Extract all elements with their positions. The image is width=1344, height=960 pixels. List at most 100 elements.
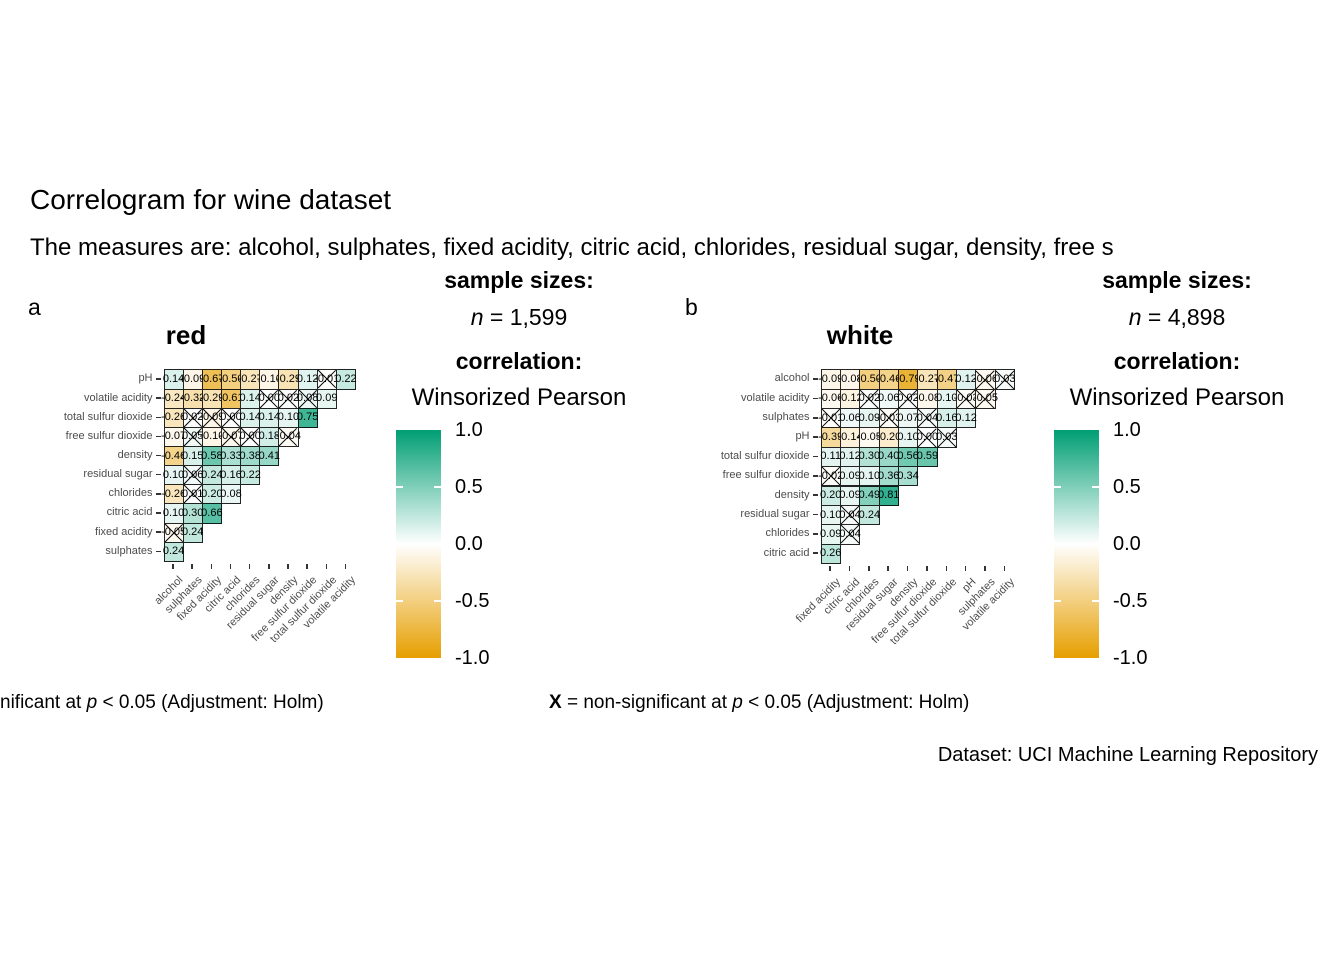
colorbar-tick-label: 0.0 [1113, 533, 1141, 555]
corr-value: 0.58 [201, 449, 223, 462]
legend-left-method: Winsorized Pearson [411, 384, 627, 411]
corr-value: 0.24 [201, 468, 223, 481]
panel-white-title: white [826, 320, 894, 350]
x-axis-tick [344, 563, 347, 569]
corr-value: 0.12 [296, 372, 319, 385]
right-colorbar [1054, 430, 1099, 658]
colorbar-tick-label: 0.0 [455, 533, 483, 555]
corr-value: 0.81 [878, 489, 900, 502]
colorbar-notch [434, 486, 441, 488]
corr-value: 0.34 [897, 469, 919, 482]
corr-value: -0.09 [199, 411, 225, 424]
y-axis-label: sulphates [105, 544, 153, 557]
y-axis-tick [155, 397, 161, 399]
corr-value: -0.09 [818, 373, 844, 386]
corr-cell-density-x-fixed-acidity: 0.20 [820, 485, 841, 506]
corr-value: 0.02 [897, 392, 919, 405]
y-axis-label: volatile acidity [741, 391, 810, 404]
corr-value: 0.10 [858, 469, 881, 482]
x-axis-tick [926, 565, 928, 571]
corr-cell-sulphates-x-citric-acid: 0.06 [839, 408, 861, 429]
corr-value: 0.14 [258, 411, 281, 424]
x-axis-tick [829, 565, 831, 571]
corr-cell-density-x-citric-acid: 0.09 [839, 485, 861, 506]
corr-value: 0.41 [258, 449, 281, 462]
y-axis-label: residual sugar [83, 468, 153, 481]
x-axis-tick [287, 563, 289, 569]
corr-value: 0.33 [220, 449, 242, 462]
corr-value: 0.08 [220, 487, 242, 500]
corr-value: 0.59 [916, 450, 939, 463]
corr-cell-free-sulfur-dioxide-x-citric-acid: 0.09 [839, 466, 861, 487]
x-axis-tick [964, 565, 967, 571]
corr-value: 0.12 [839, 450, 861, 463]
corr-cell-chlorides-x-citric-acid: 0.04 [839, 524, 861, 545]
corr-cell-sulphates-x-density: 0.07 [897, 408, 919, 429]
corr-value: -0.04 [275, 430, 301, 443]
corr-value: 0.05 [182, 430, 204, 443]
corr-value: 0.30 [182, 507, 204, 519]
corr-cell-pH-x-residual-sugar: -0.20 [876, 427, 901, 448]
corr-cell-pH-x-volatile-acidity: 0.22 [335, 369, 357, 390]
corr-value: -0.39 [818, 431, 844, 444]
colorbar-tick-label: -1.0 [455, 647, 490, 669]
corr-value: -0.67 [199, 372, 225, 385]
corr-value: -0.29 [199, 392, 225, 405]
y-axis-label: total sulfur dioxide [720, 449, 810, 462]
corr-cell-pH-x-total-sulfur-dioxide: 0.03 [936, 427, 957, 448]
n-symbol: n [470, 304, 484, 330]
y-axis-label: density [774, 488, 810, 501]
corr-value: 0.18 [258, 430, 281, 443]
corr-value: 0.08 [296, 392, 319, 405]
y-axis-tick [812, 455, 818, 458]
corr-value: 0.06 [839, 411, 861, 424]
corr-cell-volatile-acidity-x-residual-sugar: 0.06 [878, 388, 899, 410]
corr-value: 0.14 [239, 411, 261, 424]
y-axis-tick [812, 475, 818, 477]
colorbar-tick-label: 0.5 [1113, 476, 1141, 498]
y-axis-label: total sulfur dioxide [63, 410, 153, 423]
y-axis-label: density [117, 449, 153, 461]
corr-cell-total-sulfur-dioxide-x-density: 0.56 [897, 446, 919, 468]
corr-cell-sulphates-x-residual-sugar: -0.03 [876, 408, 901, 429]
corr-cell-pH-x-free-sulfur-dioxide: 0.00 [916, 427, 939, 448]
n-value-text: = 1,599 [483, 304, 568, 330]
corr-cell-alcohol-x-volatile-acidity: 0.03 [994, 369, 1016, 390]
corr-value: 0.16 [936, 411, 958, 424]
corr-value: -0.12 [837, 392, 863, 405]
y-axis-tick [155, 531, 161, 533]
x-axis-tick [945, 565, 948, 571]
x-axis-tick [306, 563, 308, 569]
corr-value: -0.01 [314, 372, 340, 385]
corr-value: 0.00 [916, 431, 939, 444]
corr-value: 0.09 [316, 392, 338, 405]
corr-cell-density-x-residual-sugar: 0.41 [258, 446, 281, 467]
corr-cell-sulphates-x-alcohol: 0.24 [163, 541, 184, 562]
corr-value: 0.00 [258, 392, 281, 405]
corr-value: 0.24 [858, 508, 881, 521]
corr-value: 0.03 [994, 373, 1016, 386]
legend-left-correlation-label: correlation: [455, 348, 583, 374]
corr-value: -0.79 [895, 373, 921, 386]
y-axis-tick [812, 533, 818, 535]
corr-value: 0.56 [897, 450, 919, 463]
corr-value: 0.04 [839, 527, 861, 540]
corr-value: -0.46 [876, 373, 902, 386]
corr-cell-residual-sugar-x-chlorides: 0.24 [858, 504, 881, 526]
n-value-text: = 4,898 [1141, 304, 1226, 330]
figure-subtitle: The measures are: alcohol, sulphates, fi… [30, 234, 1114, 261]
panel-a-significance-caption: nificant at p < 0.05 (Adjustment: Holm) [0, 692, 324, 714]
x-axis-tick [848, 565, 851, 571]
corr-value: 0.10 [162, 468, 185, 481]
corr-value: 0.10 [819, 508, 842, 521]
corr-value: 0.36 [878, 469, 900, 482]
corr-value: -0.08 [914, 392, 940, 405]
y-axis-tick [155, 454, 161, 457]
x-axis-tick [1003, 565, 1006, 571]
colorbar-tick-label: -0.5 [1113, 590, 1148, 612]
corr-value: 0.07 [897, 411, 919, 424]
corr-cell-fixed-acidity-x-sulphates: 0.24 [182, 522, 203, 543]
x-axis-tick [868, 565, 870, 571]
x-axis-tick [906, 565, 909, 571]
